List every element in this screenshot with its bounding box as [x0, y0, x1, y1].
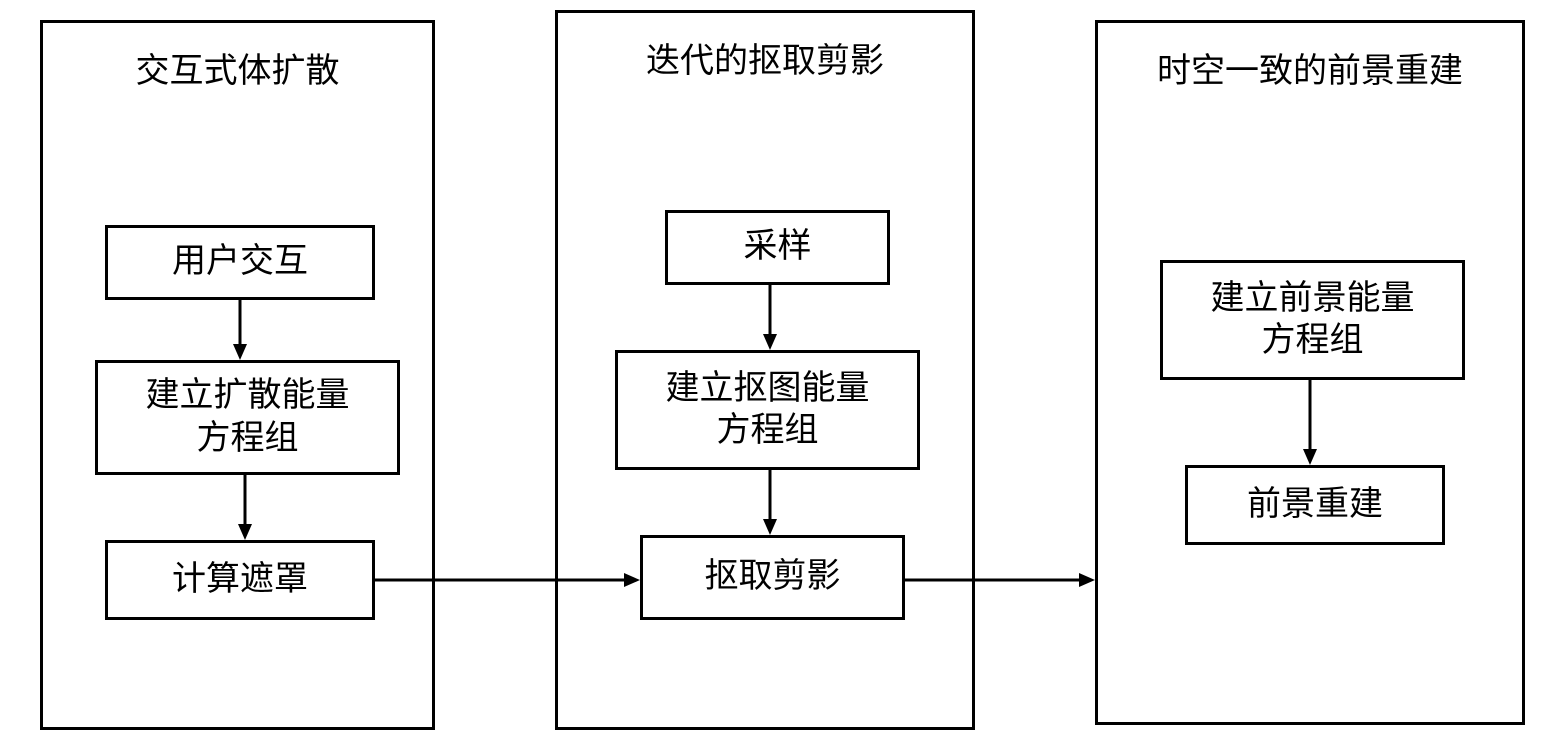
node-build-foreground-equations: 建立前景能量 方程组 — [1160, 260, 1465, 380]
node-compute-mask: 计算遮罩 — [105, 540, 375, 620]
node-label: 建立前景能量 方程组 — [1211, 278, 1415, 363]
stage-title: 迭代的抠取剪影 — [558, 33, 972, 82]
node-extract-silhouette: 抠取剪影 — [640, 535, 905, 620]
node-label: 抠取剪影 — [705, 556, 841, 599]
flowchart-canvas: 交互式体扩散 迭代的抠取剪影 时空一致的前景重建 用户交互 建立扩散能量 方程组… — [0, 0, 1567, 750]
node-foreground-reconstruction: 前景重建 — [1185, 465, 1445, 545]
stage-title: 时空一致的前景重建 — [1098, 43, 1522, 92]
node-build-matting-equations: 建立抠图能量 方程组 — [615, 350, 920, 470]
node-build-diffusion-equations: 建立扩散能量 方程组 — [95, 360, 400, 475]
node-label: 建立抠图能量 方程组 — [666, 368, 870, 453]
node-label: 建立扩散能量 方程组 — [146, 375, 350, 460]
node-label: 用户交互 — [172, 241, 308, 284]
node-label: 前景重建 — [1247, 484, 1383, 527]
node-label: 计算遮罩 — [172, 559, 308, 602]
stage-title: 交互式体扩散 — [43, 43, 432, 92]
node-label: 采样 — [744, 226, 812, 269]
node-user-interaction: 用户交互 — [105, 225, 375, 300]
node-sampling: 采样 — [665, 210, 890, 285]
